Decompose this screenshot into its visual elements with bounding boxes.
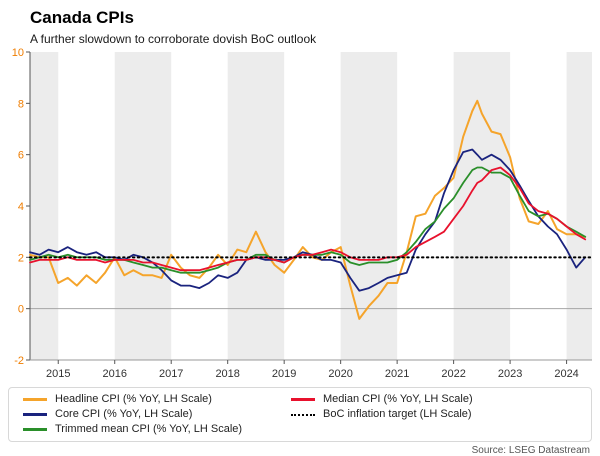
legend-column-right: Median CPI (% YoY, LH Scale) BoC inflati… [291,393,473,421]
y-axis-label: 2 [18,252,24,264]
year-shading-band [30,52,59,360]
x-axis-year-label: 2017 [159,368,183,380]
legend-item-boc-target: BoC inflation target (LH Scale) [291,408,473,421]
y-axis-label: -2 [14,355,24,367]
core-cpi-line-swatch [23,413,47,416]
year-shading-band [227,52,285,360]
legend-label: Headline CPI (% YoY, LH Scale) [55,393,212,405]
legend-column-left: Headline CPI (% YoY, LH Scale) Core CPI … [23,393,291,436]
x-axis-year-label: 2020 [328,368,352,380]
legend-label: Trimmed mean CPI (% YoY, LH Scale) [55,423,243,435]
y-axis-label: 8 [18,98,24,110]
x-axis-year-label: 2018 [215,368,239,380]
boc-target-dotted-swatch [291,413,315,416]
y-axis-label: 10 [12,47,24,59]
x-axis-year-label: 2022 [441,368,465,380]
legend-item-trimmed-mean-cpi: Trimmed mean CPI (% YoY, LH Scale) [23,423,291,436]
y-axis-label: 4 [18,201,24,213]
legend-item-core-cpi: Core CPI (% YoY, LH Scale) [23,408,291,421]
x-axis-year-label: 2023 [498,368,522,380]
year-shading-band [566,52,592,360]
legend-label: BoC inflation target (LH Scale) [323,408,472,420]
legend-item-headline-cpi: Headline CPI (% YoY, LH Scale) [23,393,291,406]
median-cpi-line-swatch [291,398,315,401]
chart-subtitle: A further slowdown to corroborate dovish… [30,32,317,46]
trimmed-mean-cpi-line-swatch [23,428,47,431]
source-attribution: Source: LSEG Datastream [471,445,590,456]
x-axis-year-label: 2016 [102,368,126,380]
year-shading-band [340,52,398,360]
chart-canvas: -2 0 2 4 6 8 10 2015 2016 2017 2018 2019 2020 2021 202… [12,47,593,380]
x-axis-year-label: 2021 [385,368,409,380]
headline-cpi-line-swatch [23,398,47,401]
page-title: Canada CPIs [30,8,134,27]
series-line-0 [29,99,587,320]
legend-label: Median CPI (% YoY, LH Scale) [323,393,473,405]
legend-item-median-cpi: Median CPI (% YoY, LH Scale) [291,393,473,406]
x-axis-year-label: 2024 [554,368,578,380]
chart-header: Canada CPIs A further slowdown to corrob… [0,0,600,46]
y-axis-label: 6 [18,150,24,162]
year-shading-band [114,52,172,360]
legend-label: Core CPI (% YoY, LH Scale) [55,408,193,420]
x-axis-year-label: 2015 [46,368,70,380]
series-line-3 [29,166,587,272]
y-axis-label: 0 [18,304,24,316]
x-axis-year-label: 2019 [272,368,296,380]
legend: Headline CPI (% YoY, LH Scale) Core CPI … [8,387,592,442]
